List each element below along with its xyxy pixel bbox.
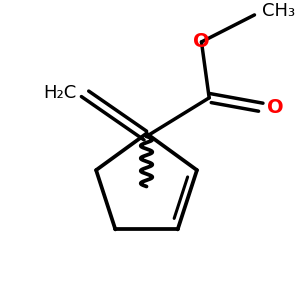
Text: H₂C: H₂C bbox=[43, 84, 76, 102]
Text: O: O bbox=[267, 98, 284, 117]
Text: O: O bbox=[193, 32, 210, 51]
Text: CH₃: CH₃ bbox=[262, 2, 295, 20]
